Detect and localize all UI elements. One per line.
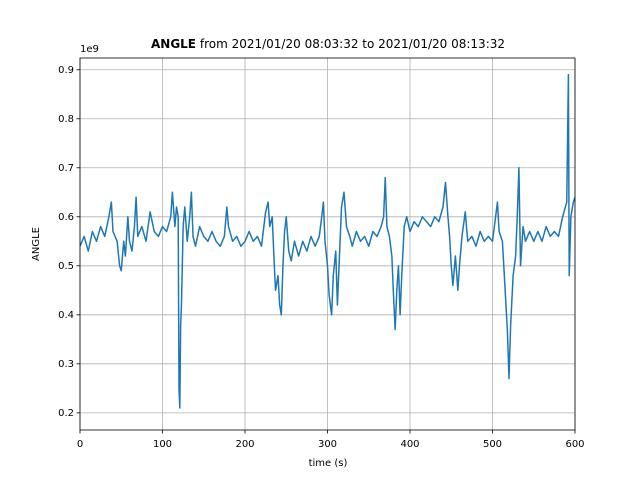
y-offset-label: 1e9 [80,44,99,55]
y-tick-label: 0.9 [58,65,74,76]
y-tick-label: 0.8 [58,114,74,125]
x-tick-label: 600 [565,439,584,450]
x-axis-label: time (s) [309,458,348,469]
x-tick-label: 100 [153,439,172,450]
title-bold: ANGLE [151,37,196,51]
plot-frame [79,57,576,431]
x-tick-label: 0 [77,439,83,450]
x-tick-label: 300 [318,439,337,450]
chart-title: ANGLE from 2021/01/20 08:03:32 to 2021/0… [151,37,505,51]
y-tick-label: 0.2 [58,408,74,419]
y-tick-label: 0.5 [58,261,74,272]
y-tick-label: 0.4 [58,310,74,321]
x-tick-label: 200 [235,439,254,450]
y-axis-label: ANGLE [31,227,42,261]
x-tick-label: 400 [400,439,419,450]
title-rest: from 2021/01/20 08:03:32 to 2021/01/20 0… [200,37,505,51]
y-tick-label: 0.7 [58,163,74,174]
y-tick-label: 0.6 [58,212,74,223]
y-tick-label: 0.3 [58,359,74,370]
data-line [80,73,575,409]
x-tick-label: 500 [483,439,502,450]
